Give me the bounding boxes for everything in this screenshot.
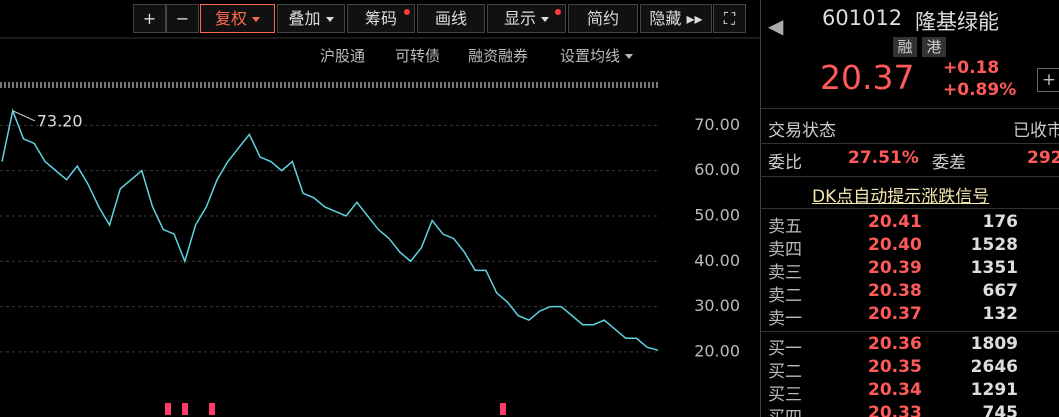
separator [760, 108, 1059, 109]
signal-marker [182, 403, 188, 415]
chart: 20.00 30.00 40.00 50.00 60.00 70.00 73.20 [0, 37, 760, 415]
button-label: 叠加 [288, 9, 321, 28]
status-label: 交易状态 [768, 121, 836, 141]
status: 已收市 [1013, 121, 1059, 141]
y-tick-label: 50.00 [694, 205, 740, 224]
book-volume: 132 [982, 304, 1019, 324]
book-price: 20.36 [868, 334, 922, 354]
ratio-label: 委比 [768, 153, 802, 173]
tag: 港 [922, 37, 946, 57]
book-price: 20.37 [868, 304, 922, 324]
book-label: 买一 [768, 339, 802, 359]
stock-code: 601012 [822, 6, 903, 30]
book-label: 卖二 [768, 286, 802, 306]
y-tick-label: 70.00 [694, 115, 740, 134]
sub-tab[interactable]: 沪股通 [320, 47, 366, 65]
y-tick-label: 60.00 [694, 160, 740, 179]
book-volume: 1528 [970, 235, 1018, 255]
fullscreen-button[interactable]: ⛶ [713, 4, 746, 33]
button-label: 显示 [503, 9, 536, 28]
button-label: 筹码 [364, 9, 397, 28]
button-label: 隐藏 [649, 9, 682, 28]
book-volume: 667 [982, 281, 1019, 301]
book-label: 卖一 [768, 309, 802, 329]
signal-marker [500, 403, 506, 415]
book-label: 卖四 [768, 240, 802, 260]
adjust-button[interactable]: 复权 [200, 4, 275, 33]
separator [760, 331, 1059, 332]
annotation-arrow [12, 110, 35, 122]
book-price: 20.39 [868, 258, 922, 278]
book-volume: 1351 [970, 258, 1018, 278]
book-label: 卖五 [768, 217, 802, 237]
book-price: 20.33 [868, 403, 922, 417]
sub-tab[interactable]: 可转债 [395, 47, 441, 65]
book-label: 买四 [768, 403, 802, 417]
overlay-button[interactable]: 叠加 [277, 4, 345, 33]
book-price: 20.41 [868, 212, 922, 232]
separator [760, 208, 1059, 209]
separator [760, 143, 1059, 144]
separator [760, 176, 1059, 177]
y-tick-label: 40.00 [694, 251, 740, 270]
tab-label: 设置均线 [560, 47, 621, 65]
button-label: 复权 [214, 9, 247, 28]
book-volume: 176 [982, 212, 1019, 232]
y-tick-label: 30.00 [694, 296, 740, 315]
book-label: 卖三 [768, 263, 802, 283]
hide-button[interactable]: 隐藏 ▸▸ [640, 4, 712, 33]
zoom-in-button[interactable]: + [133, 4, 166, 33]
signal-banner[interactable]: DK点自动提示涨跌信号 [812, 187, 990, 207]
book-price: 20.40 [868, 235, 922, 255]
annotation-label: 73.20 [37, 111, 83, 130]
book-label: 买三 [768, 385, 802, 405]
display-button[interactable]: 显示 [487, 4, 566, 33]
chips-button[interactable]: 筹码 [347, 4, 415, 33]
tag: 融 [893, 37, 917, 57]
sub-tab[interactable]: 设置均线 [560, 45, 634, 66]
book-volume: 2646 [970, 357, 1018, 377]
book-price: 20.35 [868, 357, 922, 377]
change: +0.18 [943, 58, 1000, 78]
change-pct: +0.89% [943, 80, 1017, 100]
signal-marker [209, 403, 215, 415]
back-arrow[interactable]: ◀ [768, 14, 784, 38]
signal-marker [165, 403, 171, 415]
price: 20.37 [820, 58, 915, 97]
add-button[interactable]: + [1037, 68, 1059, 92]
ratio: 27.51% [848, 148, 919, 168]
diff-label: 委差 [932, 153, 966, 173]
book-volume: 1291 [970, 380, 1018, 400]
book-volume: 745 [982, 403, 1019, 417]
book-volume: 1809 [970, 334, 1018, 354]
stock-name: 隆基绿能 [915, 10, 999, 34]
y-tick-label: 20.00 [694, 341, 740, 360]
price-line [1, 108, 659, 351]
sub-tab[interactable]: 融资融券 [468, 47, 529, 65]
book-label: 买二 [768, 362, 802, 382]
book-price: 20.38 [868, 281, 922, 301]
diff: 292 [1027, 148, 1059, 168]
simple-button[interactable]: 简约 [568, 4, 638, 33]
draw-button[interactable]: 画线 [417, 4, 485, 33]
zoom-out-button[interactable]: − [166, 4, 199, 33]
book-price: 20.34 [868, 380, 922, 400]
